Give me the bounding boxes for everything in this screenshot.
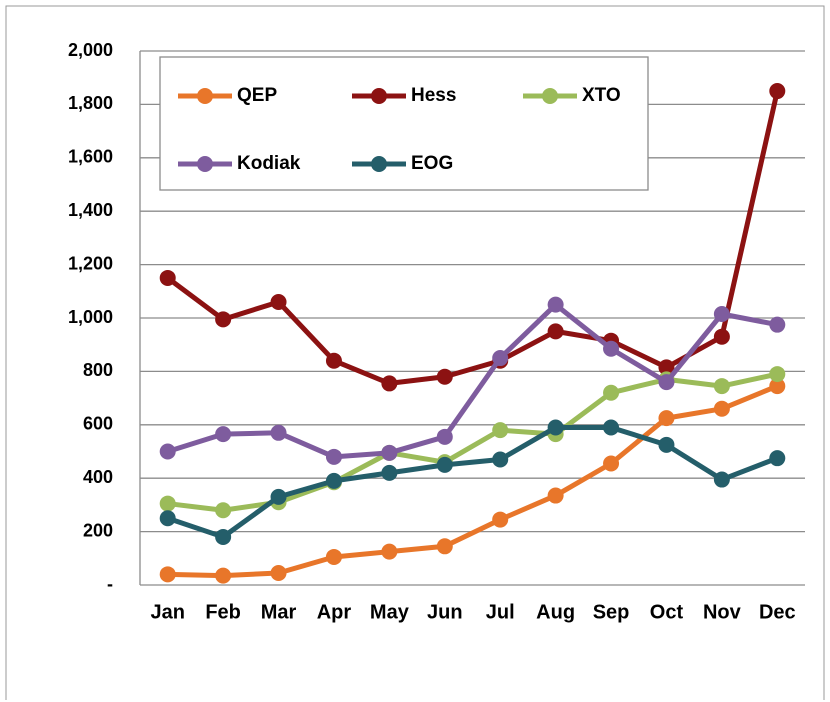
y-tick-label: 800 (83, 360, 113, 380)
data-point (325, 352, 342, 369)
legend-marker (197, 88, 213, 104)
data-point (325, 448, 342, 465)
y-tick-label: 2,000 (68, 40, 113, 60)
x-tick-label: May (370, 601, 410, 623)
data-point (159, 495, 176, 512)
series-line (166, 90, 780, 386)
legend-label: EOG (411, 153, 453, 174)
data-point (270, 424, 287, 441)
data-point (547, 296, 564, 313)
x-tick-label: Sep (593, 601, 630, 623)
data-point (325, 472, 342, 489)
y-tick-label: 1,000 (68, 307, 113, 327)
data-point (381, 543, 398, 560)
y-tick-label: 400 (83, 467, 113, 487)
x-tick-label: Feb (205, 601, 241, 623)
y-tick-label: 600 (83, 414, 113, 434)
data-point (603, 340, 620, 357)
legend-label: XTO (582, 85, 621, 106)
x-tick-label: Dec (759, 601, 796, 623)
legend-label: QEP (237, 85, 277, 106)
data-point (713, 328, 730, 345)
data-point (270, 488, 287, 505)
x-tick-label: Nov (703, 601, 742, 623)
legend-marker (542, 88, 558, 104)
y-tick-label: - (107, 574, 113, 594)
data-point (159, 510, 176, 527)
data-point (270, 564, 287, 581)
data-point (215, 311, 232, 328)
x-tick-label: Jun (427, 601, 463, 623)
legend-marker (371, 88, 387, 104)
data-point (215, 528, 232, 545)
data-point (769, 450, 786, 467)
data-point (658, 410, 675, 427)
y-tick-label: 200 (83, 520, 113, 540)
data-point (603, 455, 620, 472)
data-point (713, 471, 730, 488)
data-point (603, 384, 620, 401)
x-tick-label: Mar (261, 601, 297, 623)
data-point (215, 502, 232, 519)
chart-frame (5, 5, 825, 700)
y-tick-label: 1,400 (68, 200, 113, 220)
data-point (492, 451, 509, 468)
x-tick-label: Aug (536, 601, 575, 623)
legend-marker (371, 156, 387, 172)
legend-box (159, 56, 649, 191)
data-point (159, 443, 176, 460)
data-point (658, 359, 675, 376)
data-point (658, 436, 675, 453)
data-point (215, 567, 232, 584)
series-line (167, 383, 779, 579)
data-point (547, 323, 564, 340)
x-tick-label: Jul (486, 601, 515, 623)
x-tick-label: Jan (150, 601, 184, 623)
data-point (769, 378, 786, 395)
data-point (159, 269, 176, 286)
data-point (769, 366, 786, 383)
series-line (166, 424, 779, 540)
data-point (769, 83, 786, 100)
data-point (381, 464, 398, 481)
y-tick-label: 1,800 (68, 93, 113, 113)
data-point (436, 368, 453, 385)
x-tick-label: Oct (650, 601, 684, 623)
data-point (215, 426, 232, 443)
data-point (436, 538, 453, 555)
data-point (159, 566, 176, 583)
legend-marker (197, 156, 213, 172)
series-line (166, 302, 778, 460)
data-point (436, 456, 453, 473)
data-point (713, 378, 730, 395)
legend-label: Hess (411, 85, 456, 106)
legend-label: Kodiak (237, 153, 301, 174)
data-point (603, 419, 620, 436)
y-tick-label: 1,600 (68, 147, 113, 167)
data-point (492, 511, 509, 528)
data-point (713, 305, 730, 322)
x-tick-label: Apr (317, 601, 352, 623)
data-point (381, 375, 398, 392)
data-point (381, 444, 398, 461)
data-point (325, 548, 342, 565)
data-point (547, 487, 564, 504)
data-point (492, 350, 509, 367)
data-point (713, 400, 730, 417)
data-point (547, 419, 564, 436)
data-point (492, 422, 509, 439)
y-tick-label: 1,200 (68, 253, 113, 273)
data-point (658, 374, 675, 391)
data-point (436, 428, 453, 445)
data-point (270, 293, 287, 310)
data-point (769, 316, 786, 333)
